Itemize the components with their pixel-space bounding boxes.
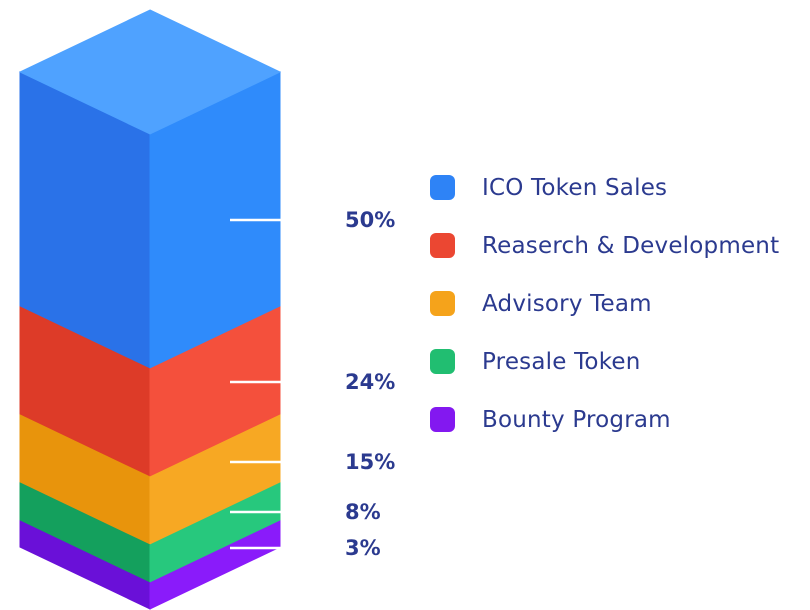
legend-label: Reaserch & Development [482, 232, 780, 259]
legend-label: Advisory Team [482, 290, 652, 317]
legend-swatch [430, 291, 455, 316]
legend-label: Presale Token [482, 348, 641, 375]
percent-label-ico-token-sales: 50% [345, 208, 395, 232]
percent-label-bounty-program: 3% [345, 536, 381, 560]
legend-swatch [430, 175, 455, 200]
percent-label-advisory-team: 15% [345, 450, 395, 474]
legend-item-ico-token-sales: ICO Token Sales [430, 174, 779, 201]
legend-label: ICO Token Sales [482, 174, 668, 201]
segment-ico-token-sales-top-face [18, 9, 282, 135]
legend-item-advisory-team: Advisory Team [430, 290, 779, 317]
percent-label-presale-token: 8% [345, 500, 381, 524]
chart-legend: ICO Token Sales Reaserch & Development Adv… [430, 175, 779, 465]
legend-swatch [430, 349, 455, 374]
legend-label: Bounty Program [482, 406, 671, 433]
legend-swatch [430, 233, 455, 258]
legend-item-presale-token: Presale Token [430, 348, 779, 375]
legend-swatch [430, 407, 455, 432]
percent-label-reaserch-development: 24% [345, 370, 395, 394]
legend-item-bounty-program: Bounty Program [430, 406, 779, 433]
legend-item-reaserch-development: Reaserch & Development [430, 232, 780, 259]
